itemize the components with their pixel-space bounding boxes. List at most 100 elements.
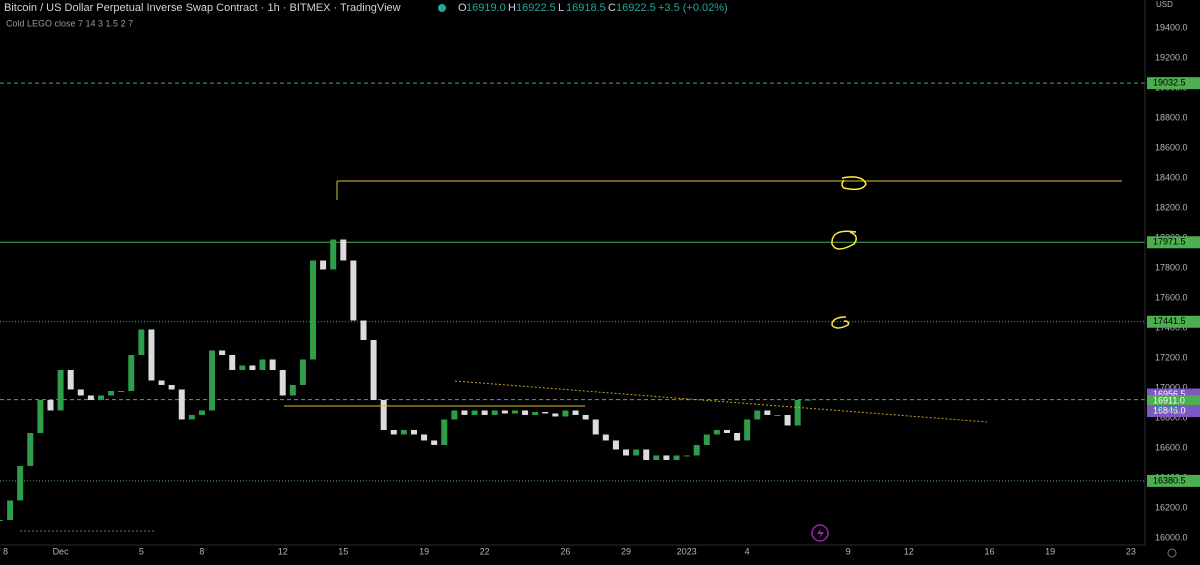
candle: [633, 449, 640, 456]
trend-line: [454, 380, 988, 423]
candle: [340, 239, 347, 261]
ohlc-value: 16919.0: [466, 2, 506, 14]
candle: [774, 414, 781, 416]
candle: [713, 429, 720, 435]
candle: [410, 429, 417, 435]
candle: [744, 419, 751, 441]
y-tick-label: 16800.0: [1155, 412, 1188, 422]
x-tick-label: 5: [139, 546, 144, 556]
y-tick-label: 17800.0: [1155, 262, 1188, 272]
candle: [380, 399, 387, 430]
candle: [552, 413, 559, 417]
candle: [390, 429, 397, 435]
candle: [754, 410, 761, 420]
candle: [693, 444, 700, 456]
candle: [330, 239, 337, 270]
hand-circle: [831, 316, 850, 329]
candle: [97, 395, 104, 400]
ohlc-value: 16918.5: [566, 2, 606, 14]
candle: [481, 410, 488, 415]
candle: [118, 390, 125, 392]
candle: [421, 434, 428, 441]
candle: [67, 369, 74, 390]
x-tick-label: 19: [1045, 546, 1055, 556]
price-tag-label: 16911.0: [1153, 396, 1185, 406]
candle: [572, 410, 579, 415]
candle: [471, 410, 478, 415]
candle: [673, 455, 680, 460]
countdown: 27:11: [1155, 404, 1177, 414]
candle: [7, 500, 14, 520]
x-tick-label: 12: [904, 546, 914, 556]
price-tag-label: 16380.5: [1153, 475, 1186, 485]
candle: [209, 350, 216, 411]
candle: [229, 354, 236, 370]
settings-icon[interactable]: [1167, 548, 1177, 558]
hand-circle: [841, 176, 867, 191]
x-tick-label: 19: [419, 546, 429, 556]
candle: [602, 434, 609, 441]
ohlc-key: O: [458, 2, 467, 14]
y-tick-label: 18600.0: [1155, 142, 1188, 152]
candle: [128, 354, 135, 391]
x-tick-label: Dec: [53, 546, 70, 556]
price-tag: [1147, 315, 1200, 328]
y-tick-label: 19200.0: [1155, 52, 1188, 62]
price-tag: [1147, 474, 1200, 487]
price-tag-label: 19032.5: [1153, 78, 1186, 88]
y-tick-label: 18200.0: [1155, 202, 1188, 212]
y-tick-label: 17000.0: [1155, 382, 1188, 392]
y-tick-label: 16200.0: [1155, 502, 1188, 512]
candle: [158, 380, 165, 385]
candle: [198, 410, 205, 415]
x-tick-label: 8: [3, 546, 8, 556]
candle: [784, 414, 791, 426]
candle: [683, 455, 690, 457]
x-tick-label: 26: [560, 546, 570, 556]
x-tick-label: 22: [480, 546, 490, 556]
x-tick-label: 4: [745, 546, 750, 556]
y-tick-label: 18400.0: [1155, 172, 1188, 182]
candle: [542, 411, 549, 414]
y-tick-label: 17200.0: [1155, 352, 1188, 362]
candle: [370, 339, 377, 400]
candle: [350, 260, 357, 321]
axis-labels: 16000.016200.016400.016600.016800.017000…: [3, 22, 1200, 556]
candle: [148, 329, 155, 381]
candle: [17, 465, 24, 501]
candle: [259, 359, 266, 370]
x-tick-label: 2023: [677, 546, 697, 556]
hand-circle: [831, 230, 857, 250]
ohlc-key: H: [508, 2, 516, 14]
candle: [623, 449, 630, 456]
candle: [249, 365, 256, 370]
price-tag: [1147, 77, 1200, 90]
x-tick-label: 29: [621, 546, 631, 556]
candle: [299, 359, 306, 385]
candle: [532, 411, 539, 415]
candle: [57, 369, 64, 411]
candle: [360, 320, 367, 340]
x-tick-label: 12: [278, 546, 288, 556]
candle: [794, 399, 801, 426]
candle: [108, 390, 115, 396]
candle: [77, 389, 84, 396]
candle: [612, 440, 619, 450]
candle: [239, 365, 246, 370]
plot: [0, 239, 811, 521]
ohlc-value: 16922.5: [516, 2, 556, 14]
price-tag-label: 16846.0: [1153, 405, 1186, 415]
candle: [734, 432, 741, 441]
event-icon[interactable]: [811, 524, 829, 542]
candle: [310, 260, 317, 360]
event-icon-bolt: [817, 528, 824, 539]
candle: [431, 440, 438, 445]
candle: [703, 434, 710, 445]
price-tag: [1147, 405, 1200, 418]
candle: [653, 455, 660, 460]
candle: [441, 419, 448, 445]
candle: [37, 399, 44, 433]
y-tick-label: 16600.0: [1155, 442, 1188, 452]
